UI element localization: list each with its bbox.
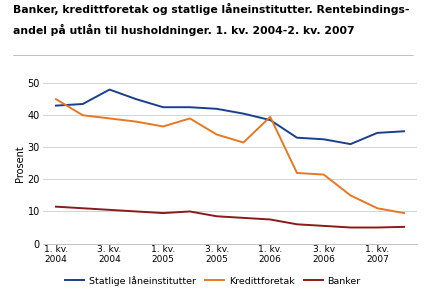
Kredittforetak: [80, 113, 85, 117]
Statlige låneinstitutter: [214, 107, 219, 110]
Banker: [294, 222, 299, 226]
Statlige låneinstitutter: [80, 102, 85, 106]
Banker: [402, 225, 407, 229]
Kredittforetak: [161, 125, 166, 128]
Line: Kredittforetak: Kredittforetak: [56, 99, 404, 213]
Banker: [268, 218, 273, 221]
Statlige låneinstitutter: [107, 88, 112, 91]
Banker: [187, 210, 193, 213]
Statlige låneinstitutter: [187, 105, 193, 109]
Banker: [161, 211, 166, 215]
Line: Statlige låneinstitutter: Statlige låneinstitutter: [56, 90, 404, 144]
Kredittforetak: [241, 141, 246, 144]
Statlige låneinstitutter: [321, 138, 326, 141]
Legend: Statlige låneinstitutter, Kredittforetak, Banker: Statlige låneinstitutter, Kredittforetak…: [61, 272, 365, 289]
Banker: [107, 208, 112, 212]
Banker: [53, 205, 58, 208]
Banker: [214, 214, 219, 218]
Banker: [80, 206, 85, 210]
Kredittforetak: [375, 206, 380, 210]
Line: Banker: Banker: [56, 207, 404, 228]
Kredittforetak: [134, 120, 139, 124]
Statlige låneinstitutter: [134, 97, 139, 101]
Statlige låneinstitutter: [348, 142, 353, 146]
Banker: [348, 226, 353, 229]
Banker: [321, 224, 326, 228]
Kredittforetak: [348, 194, 353, 197]
Statlige låneinstitutter: [161, 105, 166, 109]
Statlige låneinstitutter: [53, 104, 58, 108]
Statlige låneinstitutter: [268, 118, 273, 122]
Banker: [241, 216, 246, 220]
Kredittforetak: [187, 117, 193, 120]
Y-axis label: Prosent: Prosent: [14, 145, 25, 182]
Kredittforetak: [107, 117, 112, 120]
Statlige låneinstitutter: [375, 131, 380, 135]
Banker: [134, 210, 139, 213]
Kredittforetak: [53, 97, 58, 101]
Text: Banker, kredittforetak og statlige låneinstitutter. Rentebindings-: Banker, kredittforetak og statlige lånei…: [13, 3, 409, 15]
Kredittforetak: [321, 173, 326, 176]
Statlige låneinstitutter: [294, 136, 299, 140]
Kredittforetak: [294, 171, 299, 175]
Statlige låneinstitutter: [241, 112, 246, 116]
Kredittforetak: [402, 211, 407, 215]
Statlige låneinstitutter: [402, 129, 407, 133]
Kredittforetak: [268, 115, 273, 119]
Banker: [375, 226, 380, 229]
Text: andel på utlån til husholdninger. 1. kv. 2004-2. kv. 2007: andel på utlån til husholdninger. 1. kv.…: [13, 24, 354, 36]
Kredittforetak: [214, 133, 219, 136]
